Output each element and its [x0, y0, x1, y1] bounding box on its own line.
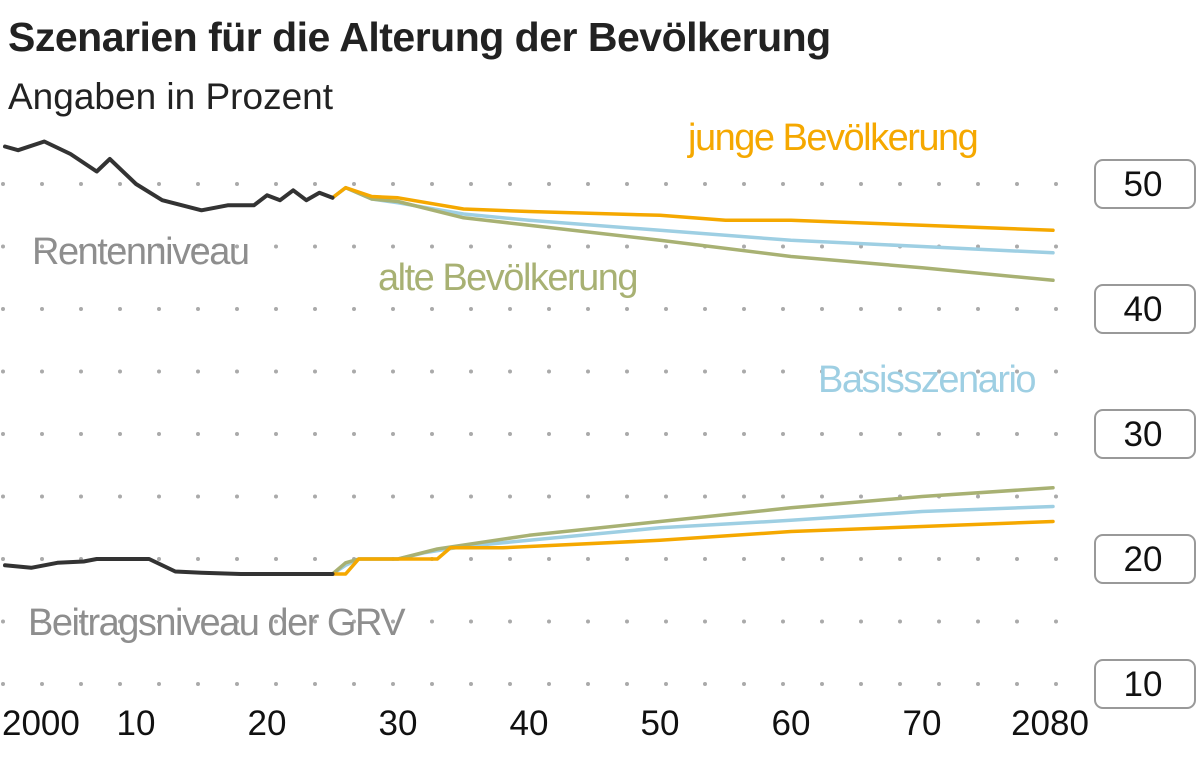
x-tick-label: 50 — [641, 704, 680, 743]
x-tick-label: 60 — [772, 704, 811, 743]
y-tick: 40 — [1094, 284, 1196, 334]
y-tick-label: 50 — [1124, 165, 1163, 204]
y-tick-label: 10 — [1124, 665, 1163, 704]
gridline — [1, 557, 1058, 561]
x-axis: 2000 10 20 30 40 50 60 70 2080 — [2, 704, 1089, 743]
chart-title: Szenarien für die Alterung der Bevölkeru… — [8, 14, 831, 60]
series-line-renten-historisch — [3, 139, 335, 213]
gridline — [1, 369, 1058, 374]
y-tick: 10 — [1094, 659, 1196, 709]
y-tick: 50 — [1094, 159, 1196, 209]
gridline — [1, 682, 1058, 686]
y-tick-label: 40 — [1124, 290, 1163, 329]
series-line-beitrag-alte-bev-lkerung — [330, 486, 1055, 576]
legend-junge-bevoelkerung: junge Bevölkerung — [687, 117, 977, 159]
label-rentenniveau: Rentenniveau — [32, 231, 249, 273]
series-line-beitrag-junge-bev-lkerung — [330, 519, 1055, 576]
y-tick: 30 — [1094, 409, 1196, 459]
x-tick-label: 10 — [117, 704, 156, 743]
gridline — [1, 244, 1058, 249]
gridline — [1, 494, 1058, 499]
y-axis: 50 40 30 20 10 — [1094, 159, 1196, 709]
legend-basisszenario: Basisszenario — [818, 359, 1035, 401]
y-tick-label: 30 — [1124, 415, 1163, 454]
gridline — [1, 182, 1058, 186]
label-beitragsniveau: Beitragsniveau der GRV — [28, 602, 406, 644]
y-tick: 20 — [1094, 534, 1196, 584]
legend-alte-bevoelkerung: alte Bevölkerung — [378, 257, 637, 299]
series-line-beitrag-historisch — [3, 557, 335, 576]
y-tick-label: 20 — [1124, 540, 1163, 579]
x-tick-label: 2080 — [1011, 704, 1089, 743]
gridline — [1, 619, 1058, 624]
grid — [1, 182, 1058, 686]
series-line-renten-junge-bev-lkerung — [330, 185, 1055, 233]
x-tick-label: 2000 — [2, 704, 80, 743]
x-tick-label: 70 — [903, 704, 942, 743]
gridline — [1, 307, 1058, 311]
gridline — [1, 432, 1058, 436]
series-lines — [3, 139, 1055, 576]
x-tick-label: 20 — [248, 704, 287, 743]
x-tick-label: 40 — [510, 704, 549, 743]
x-tick-label: 30 — [379, 704, 418, 743]
chart-subtitle: Angaben in Prozent — [8, 76, 334, 117]
